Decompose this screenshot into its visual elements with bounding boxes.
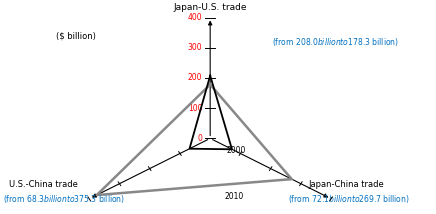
Text: Japan-U.S. trade: Japan-U.S. trade (174, 3, 247, 12)
Text: 2010: 2010 (224, 192, 243, 201)
Text: 200: 200 (188, 73, 202, 82)
Text: 2000: 2000 (227, 146, 246, 155)
Text: U.S.-China trade: U.S.-China trade (9, 180, 78, 189)
Text: Japan-China trade: Japan-China trade (308, 180, 384, 189)
Text: 400: 400 (188, 13, 202, 22)
Text: (from $208.0 billion to $178.3 billion): (from $208.0 billion to $178.3 billion) (272, 36, 399, 48)
Text: 0: 0 (198, 134, 202, 143)
Text: ($ billion): ($ billion) (56, 31, 96, 40)
Text: 100: 100 (188, 104, 202, 113)
Text: (from $72.1 billion to $269.7 billion): (from $72.1 billion to $269.7 billion) (288, 193, 410, 205)
Text: (from $68.3 billion to $375.3 billion): (from $68.3 billion to $375.3 billion) (3, 193, 126, 205)
Text: 300: 300 (188, 43, 202, 52)
